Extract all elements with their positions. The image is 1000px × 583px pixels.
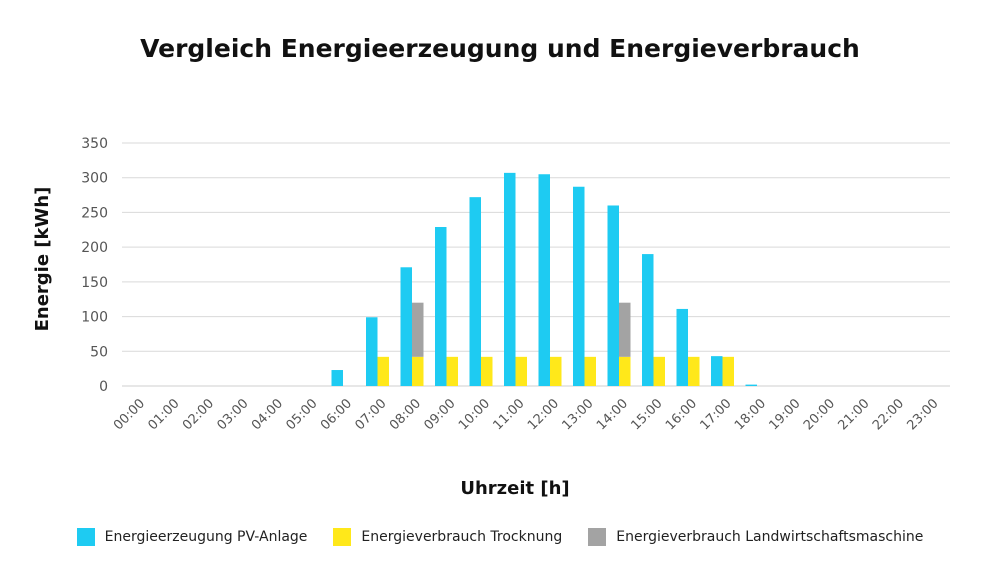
x-tick-label: 22:00: [870, 396, 907, 433]
bar-pv: [366, 317, 378, 386]
bar-pv: [504, 172, 516, 386]
x-tick-label: 13:00: [559, 396, 596, 433]
legend: Energieerzeugung PV-Anlage Energieverbra…: [0, 528, 1000, 546]
x-tick-label: 09:00: [421, 396, 458, 433]
bar-pv: [400, 267, 412, 386]
x-tick-label: 16:00: [663, 396, 700, 433]
bar-trocknung: [412, 356, 424, 386]
x-tick-label: 01:00: [145, 396, 182, 433]
x-tick-label: 14:00: [594, 396, 631, 433]
y-tick-label: 50: [90, 344, 108, 360]
bar-trocknung: [688, 356, 700, 386]
bar-trocknung: [481, 356, 493, 386]
x-tick-label: 17:00: [697, 396, 734, 433]
y-tick-label: 350: [81, 136, 108, 152]
bar-trocknung: [550, 356, 562, 386]
legend-item-trocknung[interactable]: Energieverbrauch Trocknung: [333, 528, 562, 546]
bar-pv: [469, 197, 481, 386]
legend-label-trocknung: Energieverbrauch Trocknung: [361, 529, 563, 545]
bar-trocknung: [515, 356, 527, 386]
x-tick-label: 02:00: [180, 396, 217, 433]
x-tick-label: 04:00: [249, 396, 286, 433]
y-tick-labels: 0 50 100 150 200 250 300 350: [81, 136, 108, 395]
x-tick-label: 20:00: [801, 396, 838, 433]
bar-trocknung: [653, 356, 665, 386]
legend-label-maschine: Energieverbrauch Landwirtschaftsmaschine: [616, 529, 924, 545]
bar-maschine: [412, 302, 424, 357]
bar-pv: [331, 370, 343, 386]
legend-label-pv: Energieerzeugung PV-Anlage: [104, 529, 308, 545]
x-tick-labels: 00:0001:0002:0003:0004:0005:0006:0007:00…: [111, 396, 942, 433]
legend-item-maschine[interactable]: Energieverbrauch Landwirtschaftsmaschine: [588, 528, 923, 546]
x-tick-label: 19:00: [766, 396, 803, 433]
bar-pv: [711, 356, 723, 386]
x-tick-label: 21:00: [835, 396, 872, 433]
y-tick-label: 300: [81, 171, 108, 187]
x-tick-label: 05:00: [283, 396, 320, 433]
bar-pv: [573, 186, 585, 386]
x-tick-label: 23:00: [904, 396, 941, 433]
x-tick-label: 08:00: [387, 396, 424, 433]
y-tick-label: 100: [81, 310, 108, 326]
bar-pv: [676, 308, 688, 386]
x-tick-label: 15:00: [628, 396, 665, 433]
bar-pv: [607, 205, 619, 386]
bar-trocknung: [446, 356, 458, 386]
legend-swatch-trocknung: [333, 528, 352, 546]
bar-pv: [538, 174, 550, 386]
bar-pv: [642, 254, 654, 386]
x-tick-label: 10:00: [456, 396, 493, 433]
legend-swatch-pv: [76, 528, 95, 546]
y-tick-label: 200: [81, 240, 108, 256]
x-tick-label: 12:00: [525, 396, 562, 433]
x-tick-label: 03:00: [214, 396, 251, 433]
bar-trocknung: [584, 356, 596, 386]
x-tick-label: 06:00: [318, 396, 355, 433]
bar-trocknung: [722, 356, 734, 386]
y-tick-label: 0: [99, 379, 108, 395]
x-tick-label: 07:00: [352, 396, 389, 433]
y-axis-label: Energie [kWh]: [32, 187, 53, 332]
bar-maschine: [619, 302, 631, 357]
x-tick-label: 18:00: [732, 396, 769, 433]
x-tick-label: 11:00: [490, 396, 527, 433]
gridlines: [122, 142, 950, 387]
bars: [331, 172, 757, 386]
x-tick-label: 00:00: [111, 396, 148, 433]
chart-title: Vergleich Energieerzeugung und Energieve…: [140, 34, 860, 63]
y-tick-label: 250: [81, 205, 108, 221]
bar-trocknung: [619, 356, 631, 386]
x-axis-label: Uhrzeit [h]: [460, 478, 569, 499]
bar-pv: [745, 384, 757, 386]
bar-trocknung: [377, 356, 389, 386]
legend-swatch-maschine: [588, 528, 607, 546]
y-tick-label: 150: [81, 275, 108, 291]
bar-pv: [435, 227, 447, 386]
legend-item-pv[interactable]: Energieerzeugung PV-Anlage: [76, 528, 308, 546]
